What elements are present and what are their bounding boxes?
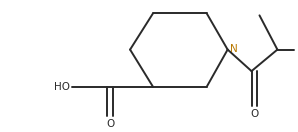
Text: HO: HO	[54, 82, 70, 92]
Text: N: N	[230, 44, 238, 54]
Text: O: O	[106, 119, 114, 129]
Text: O: O	[250, 109, 259, 119]
